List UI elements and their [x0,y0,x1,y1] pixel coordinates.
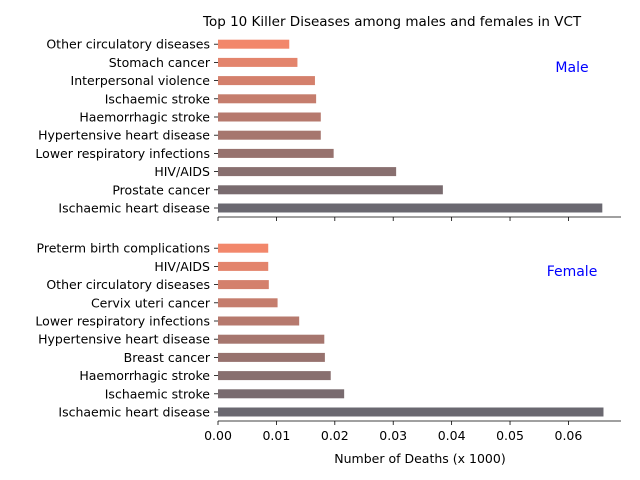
y-tick-label: Haemorrhagic stroke [79,110,210,125]
bar [218,261,269,271]
plot-layer: Ischaemic heart disease Prostate cancer HI… [35,37,621,443]
y-tick-label: Hypertensive heart disease [38,332,210,347]
y-tick-label: Other circulatory diseases [46,37,210,52]
y-tick-label: HIV/AIDS [154,164,210,179]
y-tick-label: Breast cancer [124,350,211,365]
panel-female: Ischaemic heart disease Ischaemic stroke H… [35,241,621,443]
x-tick-label: 0.01 [262,428,290,443]
bar [218,203,603,213]
y-tick-label: Interpersonal violence [71,73,211,88]
bar [218,94,317,104]
x-tick-label: 0.04 [438,428,466,443]
y-tick-label: Stomach cancer [109,55,211,70]
y-tick-label: Haemorrhagic stroke [79,368,210,383]
x-axis-label: Number of Deaths (x 1000) [334,451,505,466]
bar [218,76,315,86]
bar [218,334,325,344]
bar [218,371,331,381]
bar [218,316,300,326]
x-tick-label: 0.06 [555,428,583,443]
bar [218,130,321,140]
x-tick-label: 0.03 [379,428,407,443]
bar [218,298,278,308]
y-tick-label: Lower respiratory infections [35,314,210,329]
bar [218,280,269,290]
y-tick-label: Other circulatory diseases [46,277,210,292]
bar [218,112,321,122]
bar [218,57,298,67]
bar [218,389,345,399]
chart-title: Top 10 Killer Diseases among males and f… [202,14,582,30]
y-tick-label: Ischaemic stroke [105,386,211,401]
bar [218,243,269,253]
y-tick-label: Ischaemic heart disease [58,201,210,216]
panel-label: Female [547,264,598,280]
bar [218,185,443,195]
y-tick-label: HIV/AIDS [154,259,210,274]
x-tick-label: 0.02 [321,428,349,443]
y-tick-label: Prostate cancer [112,182,210,197]
y-tick-label: Lower respiratory infections [35,146,210,161]
x-tick-label: 0.05 [496,428,524,443]
bar [218,352,325,362]
y-tick-label: Ischaemic heart disease [58,405,210,420]
y-tick-label: Hypertensive heart disease [38,128,210,143]
x-tick-label: 0.00 [204,428,232,443]
bar [218,39,290,49]
y-tick-label: Cervix uteri cancer [91,295,211,310]
y-tick-label: Preterm birth complications [37,241,210,256]
y-tick-label: Ischaemic stroke [105,91,211,106]
bar [218,148,334,158]
panel-male: Ischaemic heart disease Prostate cancer HI… [35,37,621,221]
bar [218,167,397,177]
panel-label: Male [555,60,588,76]
bar [218,407,604,417]
